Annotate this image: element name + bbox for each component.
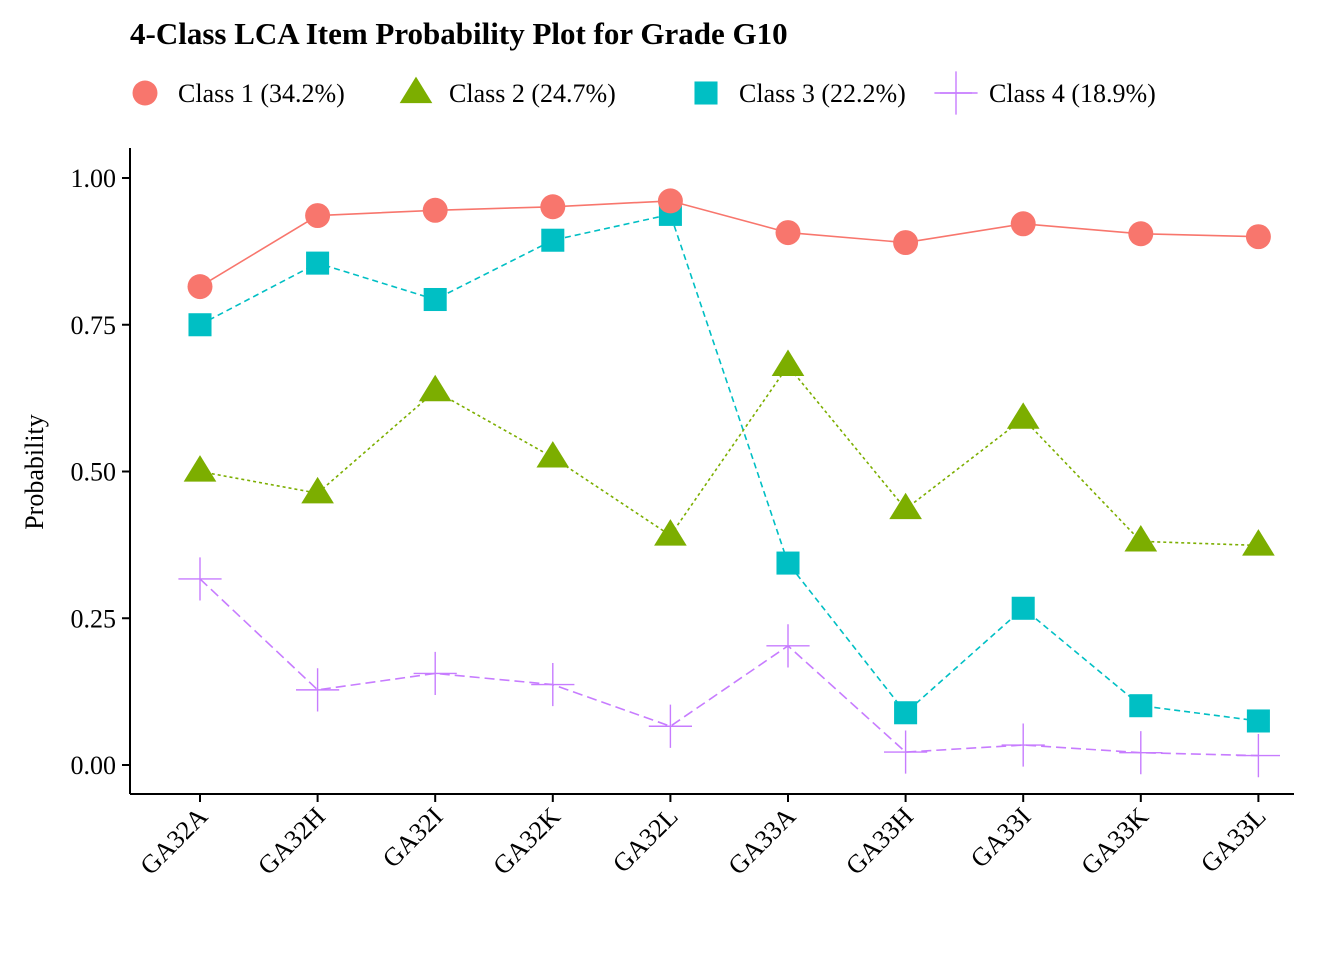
x-tick-label: GA32H — [252, 802, 331, 881]
y-tick-label: 1.00 — [71, 164, 117, 193]
data-point — [306, 251, 330, 275]
x-tick-label: GA32A — [135, 802, 214, 881]
x-tick-label: GA33I — [965, 802, 1037, 874]
x-tick-label: GA33K — [1075, 802, 1154, 881]
data-point — [776, 551, 800, 575]
legend-label: Class 1 (34.2%) — [178, 79, 345, 108]
data-point — [884, 730, 928, 774]
x-tick-label: GA33H — [840, 802, 919, 881]
data-point — [541, 228, 565, 252]
data-point — [305, 203, 331, 229]
data-point — [1246, 709, 1270, 733]
data-point — [894, 701, 918, 725]
data-point — [657, 188, 683, 214]
data-point — [1129, 694, 1153, 718]
data-point — [1245, 224, 1271, 250]
data-point — [296, 668, 340, 712]
legend-label: Class 3 (22.2%) — [739, 79, 906, 108]
data-point — [1124, 525, 1158, 552]
data-point — [775, 220, 801, 246]
data-point — [1011, 596, 1035, 620]
data-point — [188, 313, 212, 337]
x-tick-label: GA32L — [607, 802, 684, 879]
data-point — [399, 76, 433, 104]
legend-label: Class 2 (24.7%) — [449, 79, 616, 108]
data-point — [132, 80, 158, 106]
data-point — [422, 197, 448, 223]
y-tick-label: 0.25 — [71, 604, 117, 633]
series-4 — [178, 557, 1280, 778]
data-point — [1236, 734, 1280, 778]
data-point — [540, 194, 566, 220]
data-point — [423, 287, 447, 312]
data-point — [413, 651, 457, 696]
data-point — [889, 492, 922, 520]
series-line — [199, 200, 1259, 288]
data-point — [1242, 529, 1275, 556]
data-point — [771, 349, 805, 376]
legend-label: Class 4 (18.9%) — [989, 79, 1156, 108]
data-point — [418, 374, 452, 402]
data-point — [536, 441, 570, 468]
x-tick-label: GA32I — [377, 802, 449, 874]
data-point — [531, 662, 575, 707]
y-axis-title: Probability — [20, 414, 49, 530]
series-layer — [178, 188, 1280, 778]
data-point — [187, 274, 213, 300]
y-tick-label: 0.00 — [71, 751, 117, 780]
legend-item: Class 2 (24.7%) — [399, 76, 616, 108]
data-point — [893, 230, 919, 256]
series-line — [199, 364, 1259, 547]
data-point — [183, 455, 217, 482]
legend-item: Class 1 (34.2%) — [132, 79, 345, 108]
data-point — [1006, 402, 1040, 429]
data-point — [1010, 211, 1036, 237]
x-tick-label: GA32K — [487, 802, 566, 881]
x-tick-label: GA33L — [1195, 802, 1272, 879]
data-point — [1119, 731, 1163, 775]
series-3 — [188, 202, 1270, 733]
data-point — [178, 557, 222, 601]
x-tick-label: GA33A — [723, 802, 802, 881]
series-line — [199, 213, 1259, 722]
series-2 — [183, 349, 1275, 556]
series-1 — [187, 188, 1271, 300]
chart-title: 4-Class LCA Item Probability Plot for Gr… — [130, 16, 788, 51]
series-line — [199, 578, 1259, 757]
data-point — [934, 71, 978, 115]
data-point — [654, 519, 687, 546]
axes: 0.00 0.25 0.50 0.75 1.00 GA32A GA32H GA32I GA32K… — [71, 148, 1294, 881]
data-point — [1001, 723, 1045, 767]
data-point — [648, 704, 692, 748]
legend-item: Class 3 (22.2%) — [694, 79, 906, 108]
y-tick-label: 0.75 — [71, 311, 117, 340]
legend: Class 1 (34.2%) Class 2 (24.7%) Class 3 (2… — [132, 71, 1156, 115]
legend-item: Class 4 (18.9%) — [934, 71, 1156, 115]
data-point — [766, 624, 810, 668]
data-point — [301, 476, 334, 504]
data-point — [1128, 221, 1154, 247]
data-point — [694, 81, 718, 105]
y-tick-label: 0.50 — [71, 458, 117, 487]
